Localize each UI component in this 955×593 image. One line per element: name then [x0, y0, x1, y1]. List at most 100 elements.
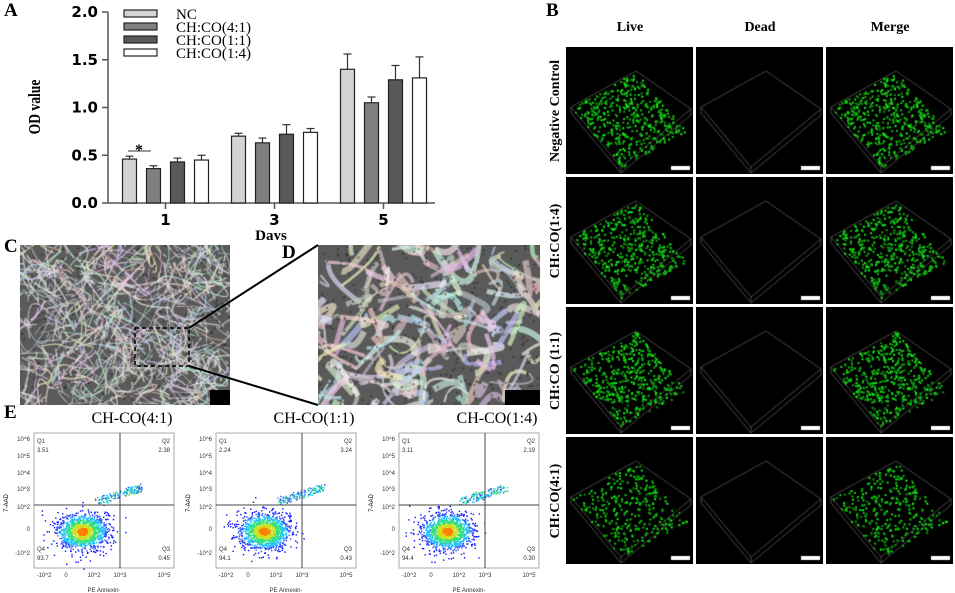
q1-label: Q1 — [37, 439, 46, 445]
q1-value: 3.11 — [402, 448, 414, 454]
scatter-points — [223, 484, 326, 563]
x-tick-label: 10^3 — [479, 573, 492, 579]
y-tick-label: 10^4 — [17, 471, 30, 477]
y-tick-label: 10^6 — [17, 437, 30, 443]
x-tick-label: 0 — [429, 573, 433, 579]
q3-value: 0.30 — [523, 556, 535, 562]
q2-label: Q2 — [344, 439, 353, 445]
fluorescence-image-merge — [826, 437, 953, 564]
y-tick-label: 10^5 — [17, 454, 30, 460]
row-label: Negative Control — [548, 60, 563, 162]
x-axis-label: PE Annexin- — [452, 588, 485, 593]
q4-value: 94.1 — [219, 556, 231, 562]
y-tick-label: 10^2 — [199, 505, 212, 511]
bar-CH:CO(1:4) — [193, 159, 210, 204]
zoom-region-box — [134, 327, 190, 367]
y-axis-label: OD value — [26, 79, 45, 134]
y-axis-label: 7-AAD — [4, 493, 10, 511]
panel-label-a: A — [4, 0, 18, 21]
x-tick-label: 10^3 — [296, 573, 309, 579]
q1-value: 2.24 — [219, 448, 231, 454]
legend-swatch — [123, 48, 158, 57]
plot-frame — [33, 432, 175, 569]
bar-CH:CO(1:1) — [169, 161, 186, 204]
flow-plot-title: CH-CO(1:4) — [456, 410, 538, 427]
panel-label-d: D — [282, 242, 296, 263]
q3-label: Q3 — [162, 547, 171, 553]
q3-value: 0.43 — [340, 556, 352, 562]
x-tick-label: -10^2 — [402, 573, 417, 579]
y-tick-label: 10^4 — [199, 471, 212, 477]
connector-line — [188, 365, 319, 406]
y-tick-label: 2.0 — [71, 3, 98, 21]
y-tick-label: 10^2 — [17, 505, 30, 511]
q3-label: Q3 — [527, 547, 536, 553]
x-tick-label: 10^5 — [158, 573, 171, 579]
y-axis-label: 7-AAD — [186, 493, 192, 511]
q4-label: Q4 — [219, 547, 228, 553]
bar-NC — [230, 135, 247, 204]
x-tick-label: 5 — [378, 211, 388, 229]
fluorescence-image-dead — [696, 307, 823, 434]
y-tick-label: 0 — [392, 527, 396, 533]
q4-value: 93.7 — [37, 556, 49, 562]
fluorescence-image-live — [566, 307, 693, 434]
q3-value: 0.45 — [158, 556, 170, 562]
x-axis-label: Days — [255, 228, 287, 240]
column-title-merge: Merge — [870, 20, 910, 35]
bar-NC — [339, 68, 356, 204]
x-tick-label: 3 — [269, 211, 279, 229]
q2-value: 3.24 — [340, 448, 352, 454]
q4-value: 94.4 — [402, 556, 414, 562]
fluorescence-image-live — [566, 47, 693, 174]
y-tick-label: 10^3 — [199, 487, 212, 493]
flow-plot-title: CH-CO(1:1) — [273, 410, 355, 427]
y-tick-label: 0.5 — [71, 146, 98, 164]
fluorescence-image-dead — [696, 47, 823, 174]
fluorescence-image-merge — [826, 307, 953, 434]
row-label: CH:CO(1:4) — [548, 203, 563, 279]
bar-CH:CO(4:1) — [145, 168, 162, 204]
scatter-points — [41, 483, 143, 570]
bar-CH:CO(1:4) — [302, 131, 319, 204]
q4-label: Q4 — [37, 547, 46, 553]
fluorescence-image-merge — [826, 47, 953, 174]
legend-label: CH:CO(1:1) — [176, 33, 251, 49]
y-tick-label: -10^2 — [15, 551, 30, 557]
x-tick-label: 10^5 — [523, 573, 536, 579]
panel-label-b: B — [546, 0, 559, 21]
y-tick-label: 0 — [27, 527, 31, 533]
x-tick-label: 0 — [64, 573, 68, 579]
bar-NC — [121, 158, 138, 204]
y-tick-label: 10^6 — [382, 437, 395, 443]
legend-swatch — [123, 35, 158, 44]
legend-swatch — [123, 9, 158, 18]
q2-value: 2.38 — [158, 448, 170, 454]
q2-label: Q2 — [527, 439, 536, 445]
x-tick-label: 10^5 — [340, 573, 353, 579]
q2-label: Q2 — [162, 439, 171, 445]
y-tick-label: 0.0 — [71, 194, 98, 212]
q2-value: 2.19 — [523, 448, 535, 454]
y-tick-label: 1.0 — [71, 99, 98, 117]
x-axis-label: PE Annexin- — [87, 588, 120, 593]
sem-image-d — [318, 245, 540, 405]
bar-CH:CO(1:4) — [411, 77, 428, 204]
x-tick-label: 10^3 — [114, 573, 127, 579]
x-axis-label: PE Annexin- — [269, 588, 302, 593]
bar-CH:CO(1:1) — [278, 133, 295, 204]
y-tick-label: 10^4 — [382, 471, 395, 477]
significance-marker: * — [135, 142, 143, 159]
od-bar-chart: 0.0 0.5 1.0 1.5 2.0 1 3 5 * NCCH:CO(4:1)CH:CO(1:1… — [26, 3, 435, 240]
scale-bar — [210, 390, 230, 405]
bar-CH:CO(4:1) — [363, 102, 380, 204]
y-tick-label: 10^3 — [382, 487, 395, 493]
y-tick-label: 10^5 — [382, 454, 395, 460]
column-title-live: Live — [616, 20, 644, 35]
y-tick-label: 10^3 — [17, 487, 30, 493]
flow-cytometry-plot: Q1 3.11 Q2 2.19 Q3 0.30 Q4 94.4 10^6 10^5 10^4 10^3… — [369, 432, 540, 593]
legend-label: CH:CO(4:1) — [176, 20, 251, 36]
x-tick-label: -10^2 — [37, 573, 52, 579]
panel-label-c: C — [4, 236, 18, 257]
y-tick-label: -10^2 — [380, 551, 395, 557]
